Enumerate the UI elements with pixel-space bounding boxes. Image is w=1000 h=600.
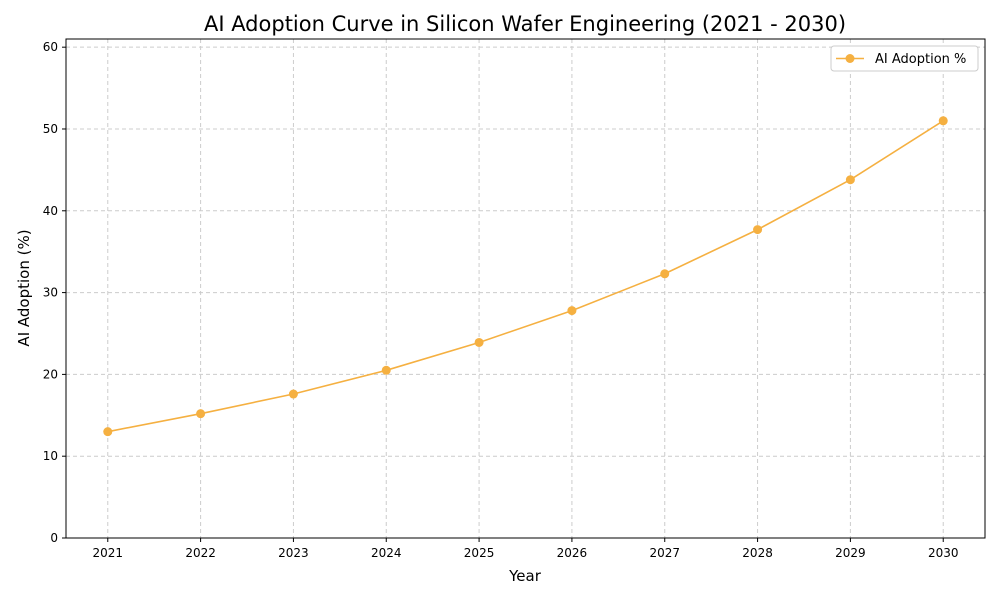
legend-marker (845, 54, 855, 63)
data-point (288, 389, 298, 399)
x-axis: 2021 2022 2023 2024 2025 2026 2027 2028 2029 2030 (92, 538, 959, 560)
chart-title: AI Adoption Curve in Silicon Wafer Engin… (204, 12, 846, 36)
x-axis-label: Year (508, 567, 542, 585)
x-tick-label: 2030 (928, 546, 959, 560)
x-tick-label: 2025 (464, 546, 495, 560)
x-tick-label: 2021 (92, 546, 123, 560)
legend-box (830, 45, 979, 72)
series-ai-adoption (103, 116, 948, 437)
data-point (103, 427, 113, 437)
y-tick-label: 20 (43, 367, 58, 381)
grid (66, 39, 985, 539)
x-tick-label: 2029 (835, 546, 866, 560)
y-tick-label: 60 (43, 40, 58, 54)
y-tick-label: 10 (43, 449, 58, 463)
data-point (845, 175, 855, 185)
x-tick-label: 2022 (185, 546, 216, 560)
legend-label: AI Adoption % (875, 52, 966, 67)
data-point (567, 306, 577, 316)
y-tick-label: 30 (43, 286, 58, 300)
x-tick-label: 2026 (557, 546, 588, 560)
y-tick-label: 0 (50, 531, 58, 545)
x-tick-label: 2024 (371, 546, 402, 560)
legend: AI Adoption % (830, 45, 979, 72)
data-point (196, 409, 206, 419)
y-tick-label: 50 (43, 122, 58, 136)
x-tick-label: 2028 (742, 546, 773, 560)
data-point (660, 269, 670, 279)
y-axis: 0 10 20 30 40 50 60 (43, 40, 66, 545)
data-point (753, 225, 763, 235)
data-point (381, 365, 391, 375)
x-tick-label: 2023 (278, 546, 309, 560)
series-line (107, 120, 944, 433)
x-tick-label: 2027 (649, 546, 680, 560)
y-axis-label: AI Adoption (%) (15, 229, 33, 346)
plot-frame (65, 38, 986, 539)
data-point (938, 116, 948, 126)
data-point (474, 337, 484, 347)
y-tick-label: 40 (43, 204, 58, 218)
